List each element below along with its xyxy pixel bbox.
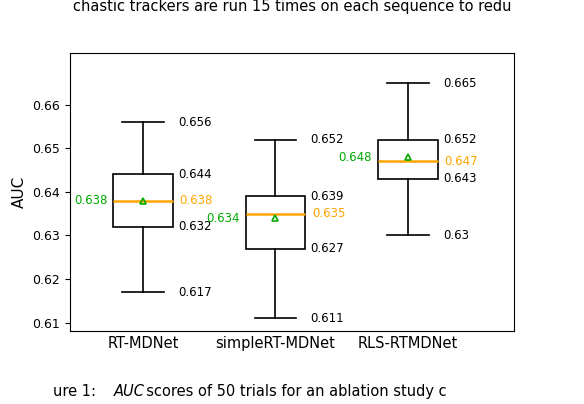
Bar [378, 140, 438, 179]
Text: 0.656: 0.656 [178, 116, 211, 129]
Text: 0.638: 0.638 [74, 194, 107, 207]
Text: 0.635: 0.635 [312, 207, 345, 220]
Bar [246, 196, 305, 248]
Text: 0.652: 0.652 [311, 133, 344, 146]
Text: 0.644: 0.644 [178, 168, 211, 181]
Text: 0.63: 0.63 [443, 229, 469, 242]
Text: 0.634: 0.634 [206, 212, 239, 225]
Text: chastic trackers are run 15 times on each sequence to redu: chastic trackers are run 15 times on eac… [73, 0, 511, 14]
Bar [113, 175, 173, 227]
Text: 0.611: 0.611 [311, 312, 344, 325]
Text: 0.617: 0.617 [178, 286, 211, 299]
Text: 0.652: 0.652 [443, 133, 477, 146]
Text: 0.665: 0.665 [443, 76, 477, 90]
Text: 0.627: 0.627 [311, 242, 344, 255]
Text: AUC: AUC [114, 383, 145, 399]
Text: ure 1:: ure 1: [53, 383, 105, 399]
Text: 0.648: 0.648 [339, 151, 372, 164]
Text: scores of 50 trials for an ablation study c: scores of 50 trials for an ablation stud… [137, 383, 447, 399]
Text: 0.639: 0.639 [311, 190, 344, 203]
Text: 0.638: 0.638 [179, 194, 213, 207]
Text: 0.632: 0.632 [178, 220, 211, 233]
Y-axis label: AUC: AUC [12, 176, 27, 208]
Text: 0.647: 0.647 [444, 155, 478, 168]
Text: 0.643: 0.643 [443, 173, 477, 185]
